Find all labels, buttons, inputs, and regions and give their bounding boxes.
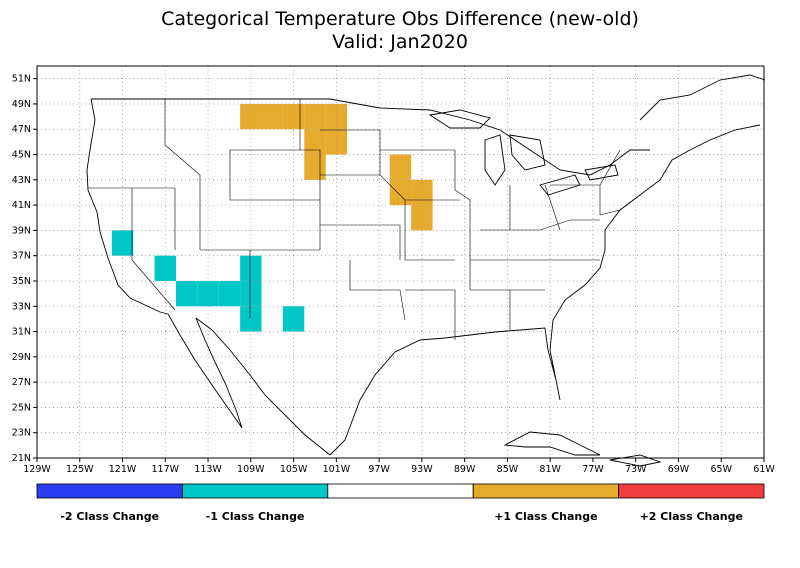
x-tick-label: 121W xyxy=(109,464,137,475)
plus1-cell xyxy=(325,103,348,130)
legend-swatch xyxy=(472,483,620,499)
x-tick-label: 97W xyxy=(368,464,390,475)
x-tick-label: 113W xyxy=(194,464,222,475)
plus1-cell xyxy=(240,103,262,130)
x-tick-label: 61W xyxy=(753,464,775,475)
map-subtitle: Valid: Jan2020 xyxy=(332,31,468,53)
plus1-cell xyxy=(282,103,305,130)
y-tick-label: 27N xyxy=(12,377,31,388)
x-tick-label: 101W xyxy=(323,464,351,475)
longitude-ticks: 129W 125W 121W 117W 113W 109W 105W 101W 97W 93W 89… xyxy=(23,458,775,475)
color-legend: -2 Class Change -1 Class Change +1 Class C… xyxy=(36,483,765,523)
plus1-cell xyxy=(261,103,283,130)
x-tick-label: 105W xyxy=(280,464,308,475)
x-tick-label: 81W xyxy=(539,464,561,475)
plus1-cell xyxy=(304,129,326,155)
minus1-cell xyxy=(240,255,262,281)
plus1-cell xyxy=(411,179,433,206)
x-tick-label: 65W xyxy=(710,464,732,475)
minus1-cell xyxy=(175,280,198,307)
state-borders xyxy=(88,99,621,340)
x-tick-label: 69W xyxy=(668,464,690,475)
x-tick-label: 117W xyxy=(152,464,180,475)
y-tick-label: 41N xyxy=(12,200,31,211)
y-tick-label: 31N xyxy=(12,327,31,338)
minus1-cell xyxy=(218,280,241,307)
map-frame xyxy=(36,65,765,459)
x-tick-label: 89W xyxy=(454,464,476,475)
y-tick-label: 51N xyxy=(12,74,31,85)
y-tick-label: 33N xyxy=(12,301,31,312)
y-tick-label: 25N xyxy=(12,402,31,413)
x-tick-label: 109W xyxy=(237,464,265,475)
minus1-cell xyxy=(154,255,176,281)
minus1-cell xyxy=(197,280,219,307)
x-tick-label: 77W xyxy=(582,464,604,475)
x-tick-label: 85W xyxy=(497,464,519,475)
plus1-cell xyxy=(389,154,412,180)
x-tick-label: 129W xyxy=(23,464,51,475)
lat-lon-grid xyxy=(37,66,764,459)
latitude-ticks: 51N 49N 47N 45N 43N 41N 39N 37N 35N 33N 31N 29N 27N 2… xyxy=(12,74,37,464)
x-tick-label: 73W xyxy=(625,464,647,475)
legend-swatch xyxy=(327,483,474,499)
x-tick-label: 93W xyxy=(411,464,433,475)
y-tick-label: 47N xyxy=(12,124,31,135)
y-tick-label: 23N xyxy=(12,428,31,439)
plus1-cell xyxy=(411,205,433,231)
y-tick-label: 35N xyxy=(12,276,31,287)
plus1-cell xyxy=(304,103,326,130)
y-tick-label: 29N xyxy=(12,352,31,363)
legend-swatch xyxy=(618,483,765,499)
y-tick-label: 39N xyxy=(12,225,31,236)
minus1-cell xyxy=(111,230,134,256)
legend-label: +1 Class Change xyxy=(494,510,597,523)
legend-swatch xyxy=(36,483,183,499)
legend-label: -2 Class Change xyxy=(60,510,159,523)
y-tick-label: 45N xyxy=(12,150,31,161)
y-tick-label: 49N xyxy=(12,99,31,110)
legend-swatch xyxy=(181,483,329,499)
x-tick-label: 125W xyxy=(66,464,94,475)
y-tick-label: 37N xyxy=(12,251,31,262)
y-tick-label: 43N xyxy=(12,175,31,186)
map-title: Categorical Temperature Obs Difference (… xyxy=(161,8,639,30)
plus1-cell xyxy=(389,179,412,206)
plus1-cell xyxy=(304,154,326,180)
y-tick-label: 21N xyxy=(12,453,31,464)
plus1-cell xyxy=(325,129,348,155)
legend-label: +2 Class Change xyxy=(640,510,743,523)
minus1-cell xyxy=(240,280,262,307)
legend-label: -1 Class Change xyxy=(206,510,305,523)
anomaly-cells xyxy=(111,103,433,332)
